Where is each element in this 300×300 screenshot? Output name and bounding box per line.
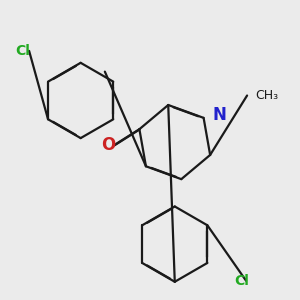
Text: N: N — [212, 106, 226, 124]
Text: Cl: Cl — [16, 44, 31, 58]
Text: O: O — [101, 136, 116, 154]
Text: CH₃: CH₃ — [255, 89, 278, 102]
Text: Cl: Cl — [235, 274, 250, 288]
